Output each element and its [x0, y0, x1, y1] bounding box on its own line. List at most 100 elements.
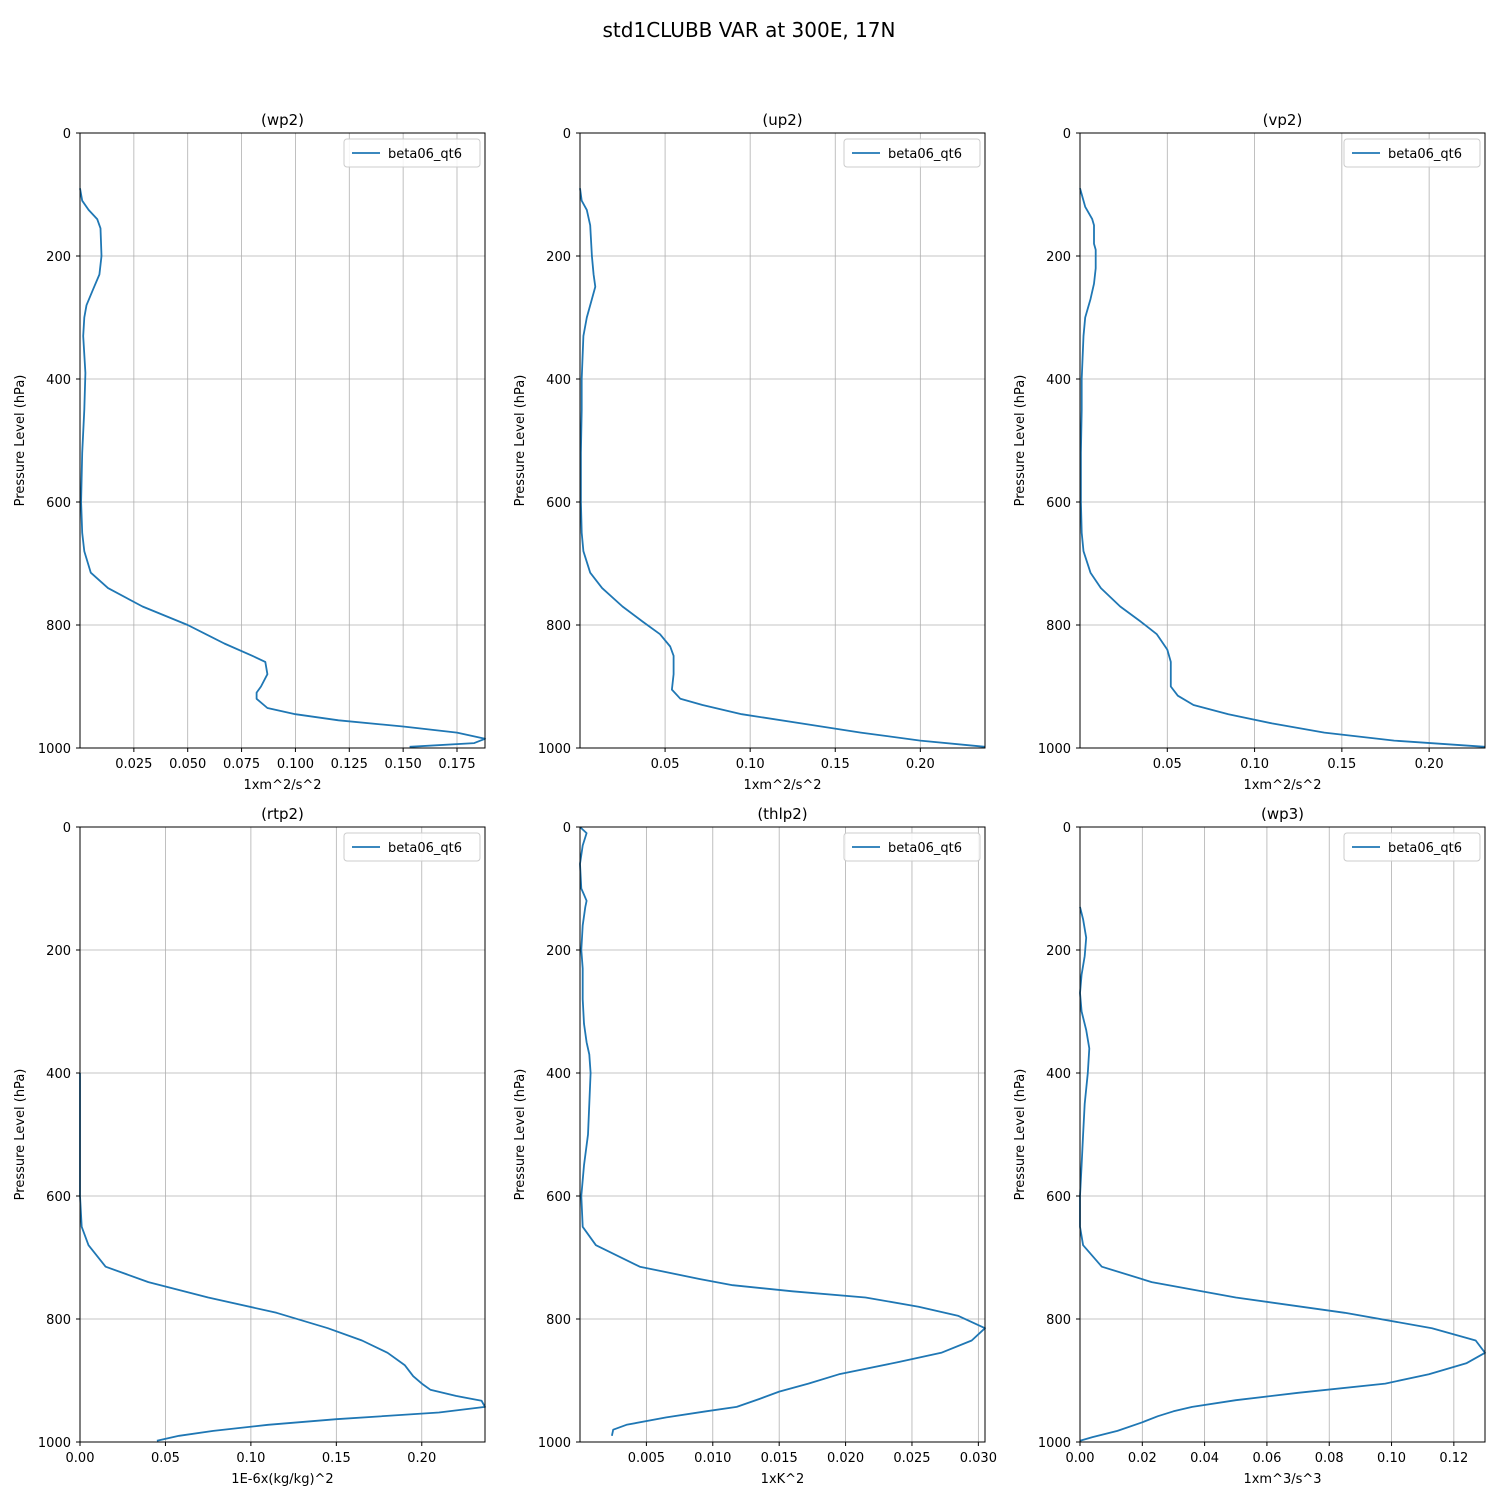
y-tick-label: 1000: [1038, 742, 1071, 757]
legend-box: [343, 832, 481, 862]
y-tick-label: 800: [546, 619, 571, 634]
grid: [580, 826, 985, 1443]
x-axis-label: 1xm^2/s^2: [1243, 778, 1321, 793]
legend: beta06_qt6: [843, 138, 981, 168]
x-axis-label: 1E-6x(kg/kg)^2: [231, 1472, 333, 1487]
legend-label: beta06_qt6: [1388, 147, 1462, 162]
y-axis-label: Pressure Level (hPa): [13, 375, 28, 507]
y-tick-label: 200: [546, 944, 571, 959]
legend-label: beta06_qt6: [888, 841, 962, 856]
y-tick-label: 800: [46, 619, 71, 634]
y-axis-label: Pressure Level (hPa): [1013, 375, 1028, 507]
x-tick-label: 0.020: [827, 1451, 864, 1466]
grid: [1080, 132, 1485, 749]
y-tick-label: 800: [1046, 1313, 1071, 1328]
figure-title: std1CLUBB VAR at 300E, 17N: [603, 18, 896, 42]
legend-label: beta06_qt6: [388, 841, 462, 856]
x-tick-label: 0.12: [1439, 1451, 1468, 1466]
x-tick-label: 0.15: [821, 757, 850, 772]
y-axis-label: Pressure Level (hPa): [13, 1069, 28, 1201]
x-tick-label: 0.00: [1066, 1451, 1095, 1466]
legend-label: beta06_qt6: [1388, 841, 1462, 856]
y-tick-label: 600: [1046, 1190, 1071, 1205]
y-tick-label: 400: [46, 1067, 71, 1082]
y-tick-label: 200: [1046, 250, 1071, 265]
x-tick-label: 0.00: [66, 1451, 95, 1466]
y-axis-label: Pressure Level (hPa): [513, 375, 528, 507]
series-line-beta06_qt6: [79, 188, 486, 748]
x-axis-label: 1xK^2: [761, 1472, 805, 1487]
series-line-beta06_qt6: [79, 1073, 486, 1442]
x-tick-label: 0.030: [960, 1451, 997, 1466]
subplot-grid: 0.025 0.050 0.075 0.100 0.125 0.150 0.17502004…: [13, 111, 1486, 1487]
x-tick-label: 0.025: [115, 757, 152, 772]
y-tick-label: 800: [546, 1313, 571, 1328]
legend-label: beta06_qt6: [888, 147, 962, 162]
y-tick-label: 0: [1063, 821, 1071, 836]
legend-label: beta06_qt6: [388, 147, 462, 162]
x-axis-label: 1xm^2/s^2: [243, 778, 321, 793]
series-line-beta06_qt6: [579, 826, 986, 1436]
x-axis-label: 1xm^2/s^2: [743, 778, 821, 793]
x-tick-label: 0.150: [385, 757, 422, 772]
x-tick-label: 0.20: [906, 757, 935, 772]
x-tick-label: 0.025: [893, 1451, 930, 1466]
y-tick-label: 800: [1046, 619, 1071, 634]
x-tick-label: 0.05: [651, 757, 680, 772]
subplot-4: 0.00 0.05 0.10 0.15 0.20 0 200 400 600 800 1000 (rt…: [13, 805, 486, 1487]
y-tick-label: 600: [546, 1190, 571, 1205]
x-tick-label: 0.010: [694, 1451, 731, 1466]
x-tick-label: 0.15: [1327, 757, 1356, 772]
legend-box: [843, 832, 981, 862]
y-tick-label: 0: [563, 127, 571, 142]
y-tick-label: 1000: [38, 1436, 71, 1451]
legend: beta06_qt6: [343, 832, 481, 862]
series-line-beta06_qt6: [1079, 188, 1486, 748]
x-tick-label: 0.05: [151, 1451, 180, 1466]
y-tick-label: 200: [46, 944, 71, 959]
legend-box: [343, 138, 481, 168]
y-tick-label: 200: [1046, 944, 1071, 959]
y-tick-label: 400: [546, 1067, 571, 1082]
y-tick-label: 200: [46, 250, 71, 265]
x-tick-label: 0.015: [761, 1451, 798, 1466]
subplot-title: (wp2): [261, 111, 304, 129]
x-tick-label: 0.100: [277, 757, 314, 772]
x-tick-label: 0.06: [1252, 1451, 1281, 1466]
x-tick-label: 0.20: [407, 1451, 436, 1466]
subplot-1: 0.025 0.050 0.075 0.100 0.125 0.150 0.175 0 200 4…: [13, 111, 486, 793]
y-tick-label: 1000: [538, 1436, 571, 1451]
axes-frame: [579, 826, 986, 1443]
x-tick-label: 0.005: [628, 1451, 665, 1466]
legend-box: [1343, 138, 1481, 168]
subplot-title: (rtp2): [261, 805, 304, 823]
x-tick-label: 0.10: [236, 1451, 265, 1466]
x-tick-label: 0.02: [1128, 1451, 1157, 1466]
subplot-title: (wp3): [1261, 805, 1304, 823]
y-tick-label: 1000: [538, 742, 571, 757]
y-tick-label: 0: [563, 821, 571, 836]
legend: beta06_qt6: [1343, 138, 1481, 168]
x-axis-label: 1xm^3/s^3: [1243, 1472, 1321, 1487]
series-line-beta06_qt6: [1079, 906, 1486, 1442]
subplot-title: (up2): [762, 111, 802, 129]
x-tick-label: 0.050: [169, 757, 206, 772]
subplot-6: 0.00 0.02 0.04 0.06 0.08 0.10 0.12 0 200 400 600 80…: [1013, 805, 1486, 1487]
y-tick-label: 400: [46, 373, 71, 388]
y-tick-label: 1000: [1038, 1436, 1071, 1451]
y-tick-label: 600: [1046, 496, 1071, 511]
legend-box: [1343, 832, 1481, 862]
y-tick-label: 0: [63, 821, 71, 836]
axes-frame: [79, 826, 486, 1443]
y-tick-label: 400: [546, 373, 571, 388]
legend: beta06_qt6: [1343, 832, 1481, 862]
legend: beta06_qt6: [343, 138, 481, 168]
subplot-2: 0.05 0.10 0.15 0.20 0 200 400 600 800 1000 (up2) 1x…: [513, 111, 986, 793]
subplot-5: 0.005 0.010 0.015 0.020 0.025 0.030 0 200 400 600…: [513, 805, 997, 1487]
y-tick-label: 400: [1046, 1067, 1071, 1082]
y-axis-label: Pressure Level (hPa): [1013, 1069, 1028, 1201]
y-tick-label: 600: [46, 1190, 71, 1205]
y-tick-label: 600: [546, 496, 571, 511]
series-line-beta06_qt6: [579, 188, 986, 748]
